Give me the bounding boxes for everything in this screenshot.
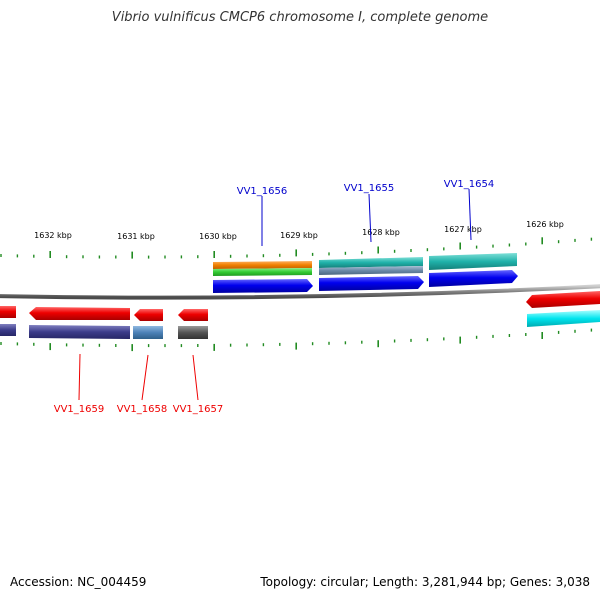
reverse-features — [0, 306, 208, 339]
cds-vv1-1656[interactable] — [213, 279, 313, 293]
outer-tick-row — [0, 237, 593, 259]
callout-line-vv1-1659 — [78, 353, 81, 401]
cds-reverse-right[interactable] — [526, 291, 600, 308]
tick-label-1629: 1629 kbp — [280, 231, 318, 240]
gene-label-vv1-1655[interactable]: VV1_1655 — [344, 183, 395, 194]
cds-reverse-left-edge[interactable] — [0, 306, 16, 318]
cds-vv1-1657[interactable] — [178, 309, 208, 321]
callout-line-vv1-1657 — [192, 354, 199, 401]
feature-steel-vv1-1655 — [319, 266, 423, 275]
feature-cyan-right — [527, 310, 600, 327]
genome-backbone — [0, 284, 600, 300]
callout-line-vv1-1654 — [468, 188, 472, 241]
tick-label-1627: 1627 kbp — [444, 225, 482, 234]
inner-tick-row — [0, 328, 593, 352]
tick-label-1626: 1626 kbp — [526, 220, 564, 229]
forward-features — [213, 253, 600, 327]
feature-orange — [213, 261, 312, 269]
cds-vv1-1658[interactable] — [134, 309, 163, 321]
gene-label-vv1-1654[interactable]: VV1_1654 — [444, 179, 495, 190]
tick-label-1628: 1628 kbp — [362, 228, 400, 237]
cds-vv1-1655[interactable] — [319, 276, 424, 291]
callout-line-vv1-1655 — [368, 193, 372, 243]
feature-blue-vv1-1658 — [133, 326, 163, 339]
feature-green — [213, 268, 312, 276]
gene-label-vv1-1658[interactable]: VV1_1658 — [117, 404, 168, 415]
gene-label-vv1-1659[interactable]: VV1_1659 — [54, 404, 105, 415]
callout-line-vv1-1658 — [141, 354, 149, 401]
feature-navy-left-edge — [0, 324, 16, 336]
gene-label-vv1-1657[interactable]: VV1_1657 — [173, 404, 224, 415]
tick-label-1632: 1632 kbp — [34, 231, 72, 240]
tick-label-1631: 1631 kbp — [117, 232, 155, 241]
topology-stats: Topology: circular; Length: 3,281,944 bp… — [260, 575, 590, 589]
map-title: Vibrio vulnificus CMCP6 chromosome I, co… — [111, 10, 489, 25]
cds-vv1-1659[interactable] — [29, 307, 130, 320]
cds-vv1-1654[interactable] — [429, 270, 518, 287]
feature-navy-vv1-1659 — [29, 325, 130, 339]
accession-text: Accession: NC_004459 — [10, 575, 147, 589]
feature-gray-vv1-1657 — [178, 326, 208, 339]
feature-teal-vv1-1654 — [429, 253, 517, 270]
tick-label-1630: 1630 kbp — [199, 232, 237, 241]
gene-label-vv1-1656[interactable]: VV1_1656 — [237, 186, 288, 197]
feature-teal-vv1-1655 — [319, 257, 423, 268]
gene-callouts — [78, 188, 472, 401]
